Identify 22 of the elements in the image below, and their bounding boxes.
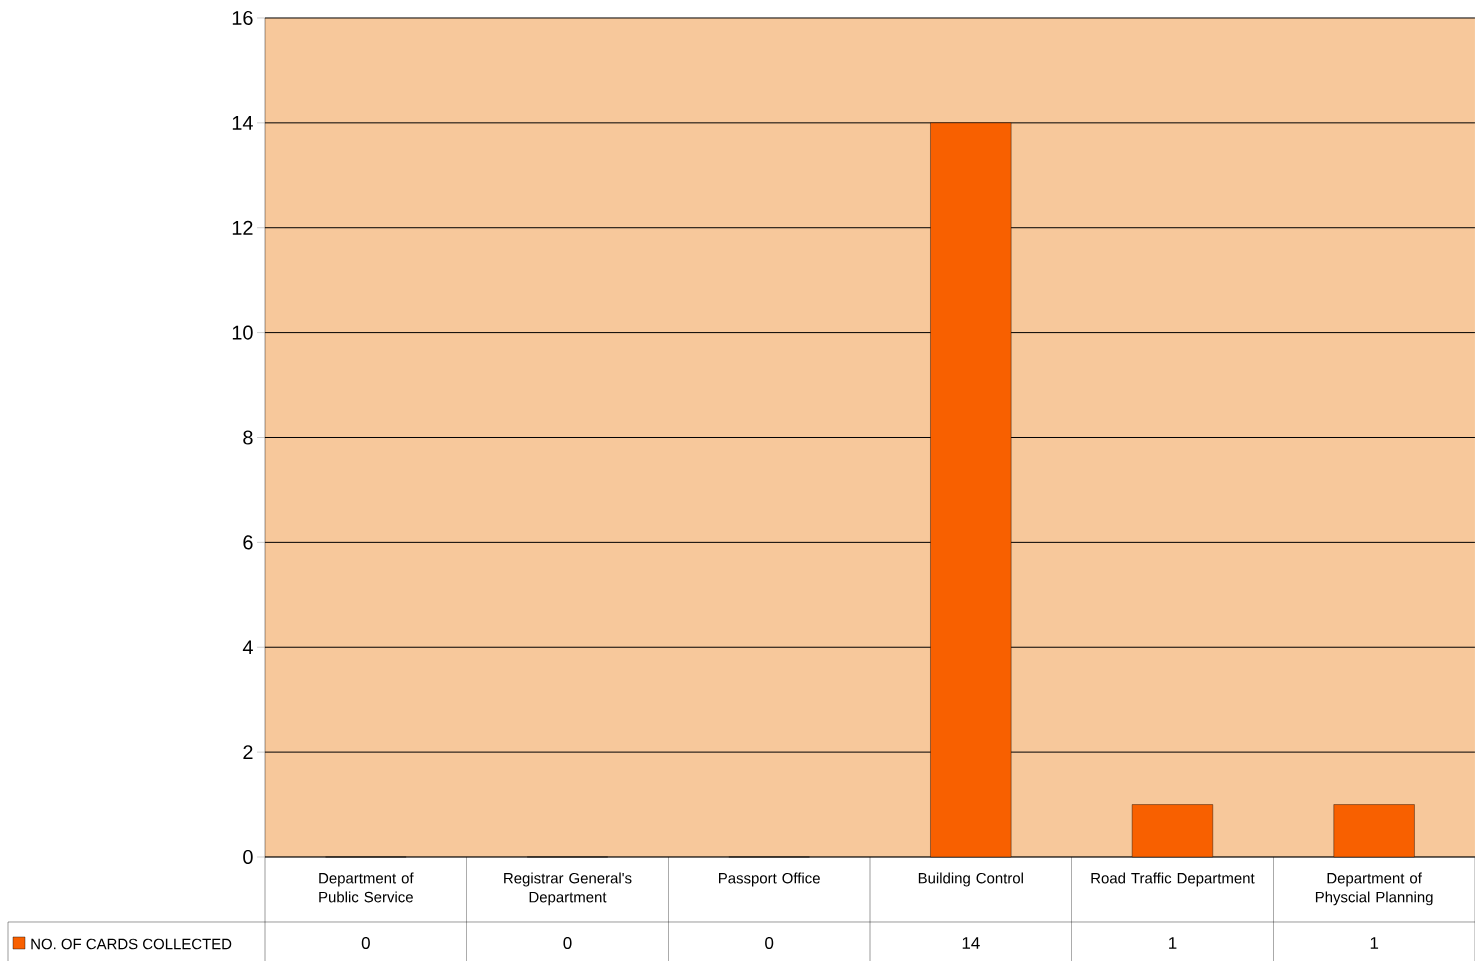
x-tick-label: Department of Physcial Planning [1315, 872, 1433, 906]
x-tick-label: Building Control [918, 872, 1023, 887]
x-tick-label: Passport Office [719, 872, 820, 887]
x-tick-label: Department of Public Service [319, 872, 414, 903]
data-label: 0 [361, 937, 370, 949]
y-tick-label: 14 [232, 116, 253, 130]
x-tick-label: Road Traffic Department [1091, 872, 1255, 887]
y-tick-label: 12 [232, 220, 253, 235]
y-tick-label: 6 [243, 535, 253, 550]
y-tick-label: 0 [243, 849, 253, 865]
y-tick-label: 16 [232, 10, 253, 26]
y-tick-label: 10 [232, 325, 253, 340]
data-label: 1 [1169, 937, 1177, 949]
data-label: 14 [962, 937, 980, 949]
y-tick-label: 2 [243, 745, 253, 760]
y-tick-label: 8 [243, 430, 253, 445]
legend-label: NO. OF CARDS COLLECTED [31, 938, 232, 950]
y-tick-label: 4 [242, 640, 253, 655]
data-label: 1 [1370, 937, 1379, 949]
data-label: 0 [563, 937, 572, 949]
x-tick-label: Registrar General's Department [504, 872, 632, 906]
data-label: 0 [765, 937, 774, 949]
